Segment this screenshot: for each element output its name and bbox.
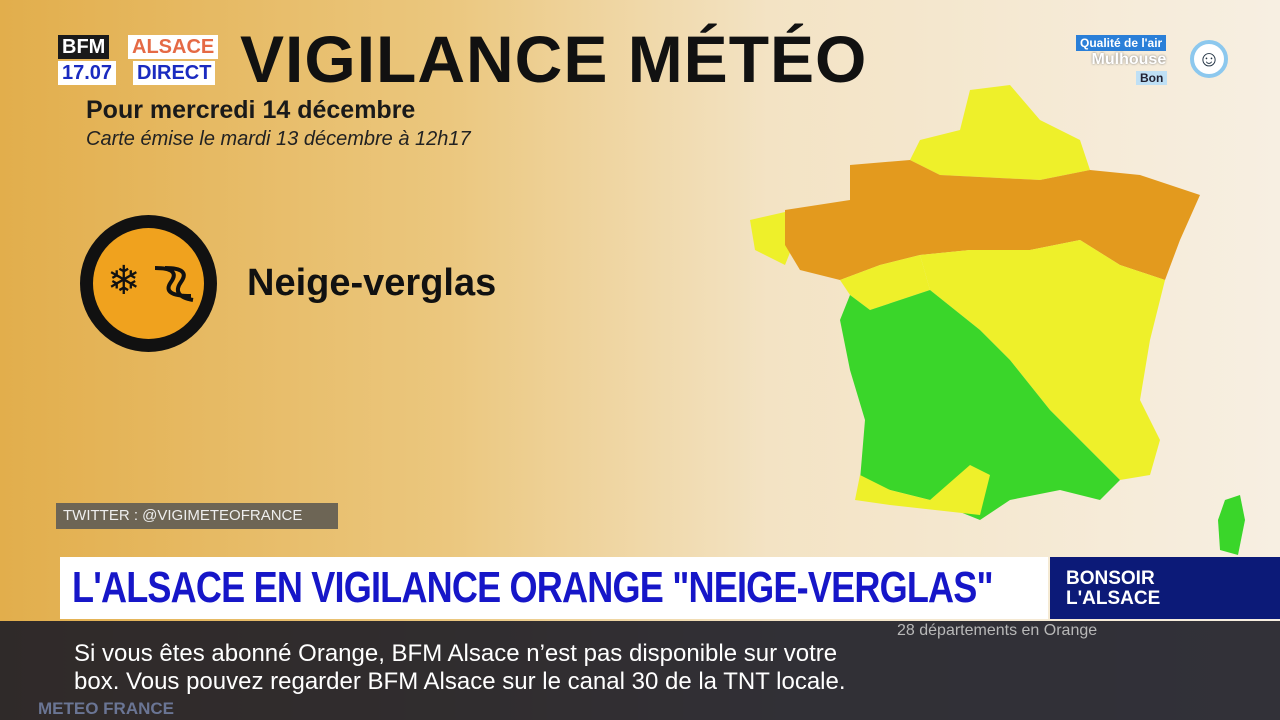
map-zone-yellow-east xyxy=(920,240,1165,480)
page-title: VIGILANCE MÉTÉO xyxy=(240,22,868,96)
hazard-label: Neige-verglas xyxy=(247,262,497,304)
ticker-line-1: Si vous êtes abonné Orange, BFM Alsace n… xyxy=(74,640,838,667)
watermark: METEO FRANCE xyxy=(38,699,174,718)
source-credit: TWITTER : @VIGIMETEOFRANCE xyxy=(56,503,338,529)
show-name: BONSOIR L'ALSACE xyxy=(1066,568,1161,609)
snow-ice-icon: ❄ xyxy=(80,215,217,352)
issued-date: Carte émise le mardi 13 décembre à 12h17 xyxy=(86,128,471,150)
smiley-icon: ☺ xyxy=(1190,40,1228,78)
headline: L'ALSACE EN VIGILANCE ORANGE "NEIGE-VERG… xyxy=(72,563,994,612)
france-vigilance-map xyxy=(750,85,1245,555)
show-badge: BONSOIR L'ALSACE xyxy=(1050,557,1280,619)
air-label: Qualité de l'air xyxy=(1076,35,1167,51)
map-zone-yellow-brittany xyxy=(750,212,795,265)
clock: 17.07 xyxy=(58,61,117,85)
map-zone-corsica xyxy=(1218,495,1245,555)
map-zone-yellow-north xyxy=(910,85,1090,180)
ticker-line-2: box. Vous pouvez regarder BFM Alsace sur… xyxy=(74,668,846,695)
map-caption: 28 départements en Orange xyxy=(897,622,1098,639)
subtitle: Pour mercredi 14 décembre xyxy=(86,96,416,124)
live-badge: DIRECT xyxy=(133,61,216,85)
air-level: Bon xyxy=(1136,71,1168,85)
brand: BFM xyxy=(58,35,110,59)
air-quality-widget: Qualité de l'air Mulhouse Bon ☺ xyxy=(1076,35,1228,85)
map-zone-orange xyxy=(785,160,1200,280)
map-zone-yellow-southwest xyxy=(855,465,990,515)
channel-logo: BFM ALSACE 17.07 DIRECT xyxy=(58,35,230,87)
region: ALSACE xyxy=(128,35,219,59)
air-city: Mulhouse xyxy=(1091,51,1167,68)
ticker-bar: Si vous êtes abonné Orange, BFM Alsace n… xyxy=(0,621,1280,720)
map-zone-yellow-west xyxy=(840,255,930,310)
map-zone-green xyxy=(840,290,1120,520)
headline-banner: L'ALSACE EN VIGILANCE ORANGE "NEIGE-VERG… xyxy=(60,557,1048,619)
